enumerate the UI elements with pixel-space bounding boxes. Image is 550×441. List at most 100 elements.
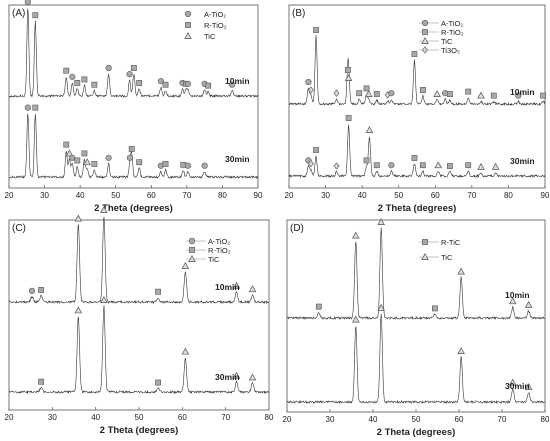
peak-marker-square: [155, 288, 161, 295]
xrd-trace-30min: [8, 305, 270, 395]
peak-marker-triangle: [524, 383, 533, 390]
peak-marker-circle: [126, 71, 133, 78]
peak-marker-circle: [105, 154, 112, 161]
legend-marker-triangle: [188, 255, 196, 262]
peak-marker-circle: [24, 104, 31, 111]
peak-marker-circle: [28, 287, 36, 294]
peak-marker-square: [411, 51, 418, 57]
x-tick-label: 40: [76, 191, 85, 200]
peak-marker-square: [540, 92, 547, 99]
legend-marker-square: [422, 29, 428, 35]
peak-marker-triangle: [377, 303, 385, 311]
peak-marker-triangle: [65, 149, 74, 157]
peak-marker-square: [74, 80, 81, 86]
peak-marker-circle: [305, 78, 312, 86]
peak-marker-square: [465, 162, 472, 169]
legend-entry: R-TiO₂: [441, 28, 464, 37]
peak-marker-triangle: [477, 91, 485, 99]
x-tick-label: 90: [254, 191, 263, 200]
peak-marker-square: [419, 87, 426, 93]
x-tick-label: 20: [5, 413, 14, 422]
x-tick-label: 60: [178, 413, 187, 422]
x-tick-label: 80: [541, 415, 550, 424]
peak-marker-circle: [24, 0, 31, 6]
x-axis-label: 2 Theta (degrees): [94, 203, 173, 214]
peak-marker-triangle: [74, 214, 83, 222]
peak-marker-triangle: [352, 231, 360, 239]
panel-d: 20 30 40 50 60 70 80 2 Theta (degrees) (D) 10min 3…: [283, 218, 550, 438]
peak-marker-circle: [69, 73, 76, 80]
legend-marker-circle: [188, 237, 196, 245]
x-tick-label: 70: [498, 415, 507, 424]
peak-marker-triangle: [83, 158, 92, 166]
x-tick-label: 80: [265, 413, 274, 422]
peak-marker-triangle: [100, 296, 108, 303]
peak-marker-square: [419, 162, 426, 169]
legend-marker-diamond: [422, 46, 428, 54]
panel-c: 20 30 40 50 60 70 80 2 Theta (degrees) (C) 10min 3…: [5, 206, 274, 436]
legend-marker-square: [189, 247, 195, 253]
legend-entry: TiC: [204, 32, 216, 41]
x-tick-label: 50: [135, 413, 144, 422]
peak-marker-square: [136, 80, 143, 86]
series-label: 30min: [510, 156, 535, 166]
peak-marker-square: [38, 287, 44, 293]
legend-marker-circle: [421, 19, 429, 27]
peak-marker-triangle: [248, 373, 257, 381]
peak-marker-triangle: [248, 285, 257, 293]
panel-label: (D): [290, 223, 304, 234]
x-tick-label: 80: [218, 191, 227, 200]
peak-marker-circle: [201, 162, 208, 169]
peak-marker-triangle: [434, 161, 443, 169]
peak-marker-diamond: [333, 162, 340, 170]
peak-marker-square: [344, 67, 351, 73]
peak-marker-square: [155, 379, 161, 386]
x-tick-label: 70: [182, 191, 191, 200]
peak-marker-square: [465, 88, 472, 95]
peak-marker-triangle: [457, 267, 465, 275]
x-tick-label: 30: [326, 415, 335, 424]
peak-marker-triangle: [508, 297, 517, 305]
peak-marker-triangle: [181, 347, 190, 355]
peak-marker-square: [136, 159, 143, 166]
peak-marker-square: [205, 82, 212, 89]
x-tick-label: 50: [412, 415, 421, 424]
x-tick-label: 20: [285, 191, 294, 200]
peak-marker-circle: [69, 154, 76, 161]
peak-marker-square: [162, 81, 169, 88]
peak-marker-triangle: [352, 315, 360, 323]
peak-marker-triangle: [477, 162, 485, 170]
panel-label: (A): [12, 8, 25, 19]
peak-marker-circle: [105, 64, 112, 72]
peak-marker-square: [345, 115, 352, 121]
xrd-trace-10min: [286, 227, 546, 321]
legend-entry: R-TiO₂: [208, 246, 231, 255]
panel-label: (B): [292, 8, 305, 19]
legend-marker-triangle: [421, 37, 429, 44]
peak-marker-square: [373, 162, 380, 169]
legend-marker-square: [185, 22, 191, 28]
peak-marker-triangle: [344, 74, 353, 81]
peak-marker-square: [411, 155, 418, 161]
peak-marker-circle: [515, 92, 522, 99]
series-label: 30min: [505, 381, 530, 391]
peak-marker-triangle: [181, 261, 190, 269]
series-label: 10min: [510, 87, 535, 97]
peak-marker-square: [91, 161, 98, 167]
legend-marker-square: [422, 239, 428, 245]
peak-marker-triangle: [100, 206, 108, 213]
peak-marker-triangle: [232, 371, 241, 379]
legend-entry: A-TiO₂: [208, 237, 230, 246]
x-tick-label: 20: [5, 191, 14, 200]
legend-entry: A-TiO₂: [441, 19, 463, 28]
series-label: 10min: [225, 76, 250, 86]
peak-marker-triangle: [365, 126, 374, 133]
peak-marker-square: [63, 67, 70, 74]
peak-marker-diamond: [307, 159, 314, 168]
peak-marker-circle: [388, 90, 395, 97]
xrd-trace-30min: [8, 113, 259, 180]
legend-entry: TiC: [208, 255, 220, 264]
peak-marker-triangle: [74, 306, 83, 314]
x-tick-label: 20: [283, 415, 292, 424]
